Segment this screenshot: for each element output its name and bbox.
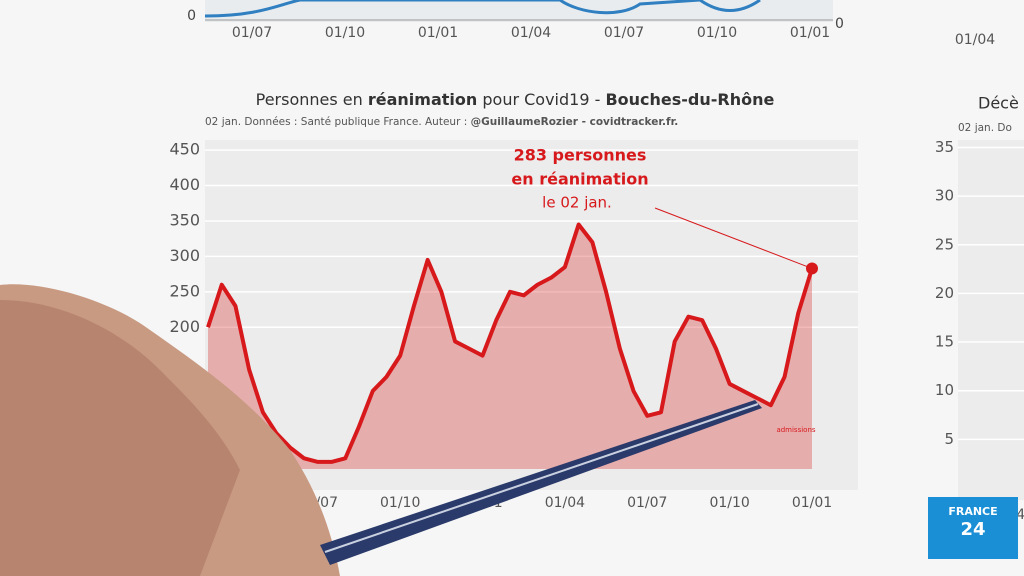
logo-text: FRANCE <box>948 505 997 518</box>
x-tick-label: 01/04 <box>511 25 551 41</box>
y-tick-label: 0 <box>835 16 844 32</box>
text-part: pour Covid19 - <box>477 90 605 109</box>
text-part: @GuillaumeRozier - covidtracker.fr. <box>471 116 679 128</box>
x-tick-label: 01/07 <box>604 25 644 41</box>
x-tick-label: 01/01 <box>418 25 458 41</box>
main-chart: Personnes en réanimation pour Covid19 - … <box>169 8 1024 523</box>
annotation: en réanimation <box>511 170 648 189</box>
y-tick-label: 35 <box>935 138 954 156</box>
y-tick-label: 25 <box>935 235 954 253</box>
x-tick-label: 01/01 <box>790 25 830 41</box>
logo: FRANCE 24 <box>928 497 1018 559</box>
y-tick-label: 15 <box>935 333 954 351</box>
annotation-line <box>654 207 813 269</box>
x-tick-label: 01/10 <box>380 495 420 511</box>
text-part: Personnes en <box>256 90 368 109</box>
x-tick-label: 01/07 <box>627 495 667 511</box>
overlay <box>0 284 762 576</box>
y-tick-label: 30 <box>935 187 954 205</box>
line <box>206 222 814 464</box>
chart-title: Décè <box>978 94 1019 113</box>
right-plot <box>958 140 1024 500</box>
annotation: 283 personnes <box>514 146 647 165</box>
x-tick-label: 01/01 <box>792 495 832 511</box>
x-tick-label: 01/04 <box>545 495 585 511</box>
top-chart-line <box>204 0 761 18</box>
x-tick-label: 01/10 <box>325 25 365 41</box>
y-tick-label: 5 <box>944 430 954 448</box>
main-plot <box>205 140 858 490</box>
annotation: le 02 jan. <box>542 194 612 212</box>
note: admissions <box>776 426 815 434</box>
top-chart-plot <box>205 0 833 22</box>
y-tick-label: 200 <box>169 317 200 336</box>
x-tick-label: 01/10 <box>697 25 737 41</box>
pen-highlight <box>324 403 759 553</box>
text-part: Bouches-du-Rhône <box>605 90 774 109</box>
area <box>208 224 812 469</box>
y-tick-label: 20 <box>935 284 954 302</box>
chart-subtitle: 02 jan. Do <box>958 122 1012 134</box>
chart-title: Personnes en réanimation pour Covid19 - … <box>256 90 775 109</box>
y-tick-label: 400 <box>169 175 200 194</box>
text-part: réanimation <box>368 90 477 109</box>
y-tick-label: 450 <box>169 140 200 159</box>
hand-shadow <box>0 300 240 576</box>
x-tick-label: 01/04 <box>955 32 995 48</box>
text-part: 02 jan. Données : Santé publique France.… <box>205 116 471 128</box>
logo-text: 24 <box>960 519 985 540</box>
logo-box <box>928 497 1018 559</box>
y-tick-label: 10 <box>935 381 954 399</box>
x-tick-label: 01/10 <box>709 495 749 511</box>
y-tick-label: 250 <box>169 281 200 300</box>
y-tick-label: 300 <box>169 246 200 265</box>
y-tick-label: 350 <box>169 210 200 229</box>
y-tick-label: 0 <box>187 8 196 24</box>
chart-subtitle: 02 jan. Données : Santé publique France.… <box>205 116 678 128</box>
x-tick-label: 01/07 <box>232 25 272 41</box>
